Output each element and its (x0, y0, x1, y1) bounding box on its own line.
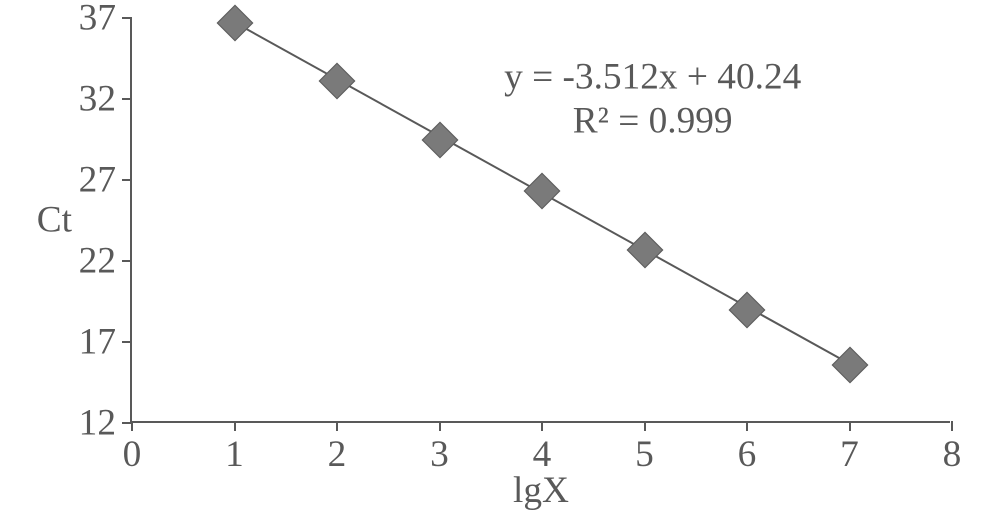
y-tick (122, 341, 132, 343)
data-point (626, 231, 663, 268)
x-tick (951, 421, 953, 431)
x-tick (746, 421, 748, 431)
x-tick-label: 8 (943, 433, 962, 476)
x-tick-label: 5 (635, 433, 654, 476)
x-tick-label: 4 (533, 433, 552, 476)
y-tick (122, 179, 132, 181)
data-point (831, 346, 868, 383)
y-tick-label: 22 (79, 240, 116, 283)
x-tick-label: 2 (328, 433, 347, 476)
data-point (524, 173, 561, 210)
data-point (319, 63, 356, 100)
plot-area: lgX Ct 012345678121722273237y = -3.512x … (130, 18, 950, 423)
data-point (729, 291, 766, 328)
x-tick (849, 421, 851, 431)
y-tick-label: 32 (79, 78, 116, 121)
x-tick-label: 7 (840, 433, 859, 476)
x-tick-label: 3 (430, 433, 449, 476)
equation-annotation: R² = 0.999 (573, 100, 733, 143)
x-tick-label: 6 (738, 433, 757, 476)
y-tick (122, 260, 132, 262)
y-tick-label: 37 (79, 0, 116, 40)
x-tick (234, 421, 236, 431)
x-tick (541, 421, 543, 431)
y-axis-title: Ct (37, 198, 72, 241)
y-tick (122, 98, 132, 100)
data-point (421, 121, 458, 158)
equation-annotation: y = -3.512x + 40.24 (504, 55, 801, 98)
x-tick (439, 421, 441, 431)
chart-container: lgX Ct 012345678121722273237y = -3.512x … (0, 0, 1000, 526)
y-tick-label: 12 (79, 402, 116, 445)
x-tick (644, 421, 646, 431)
x-tick (336, 421, 338, 431)
x-tick-label: 1 (225, 433, 244, 476)
y-tick-label: 17 (79, 321, 116, 364)
y-tick-label: 27 (79, 159, 116, 202)
y-tick (122, 17, 132, 19)
x-tick-label: 0 (123, 433, 142, 476)
data-point (216, 4, 253, 41)
y-tick (122, 422, 132, 424)
